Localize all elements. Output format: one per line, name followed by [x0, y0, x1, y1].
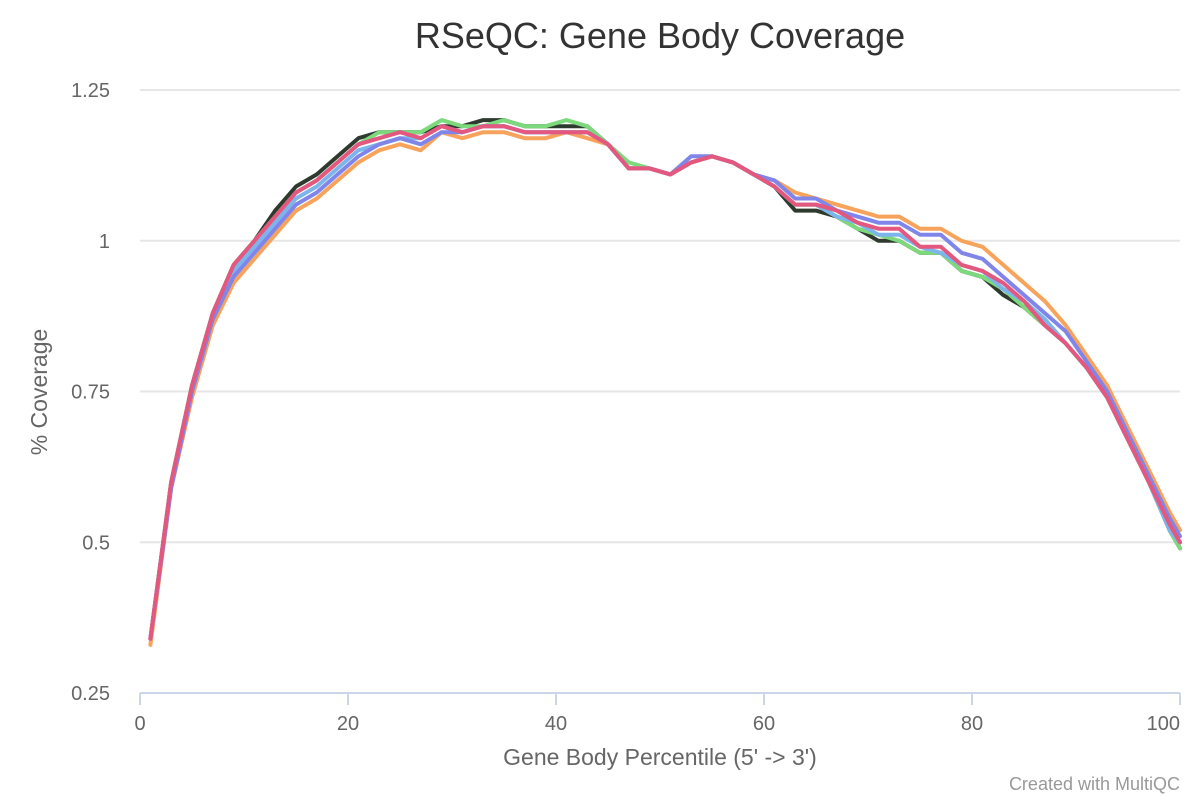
credit-text[interactable]: Created with MultiQC — [1009, 774, 1180, 794]
grid-lines — [140, 89, 1180, 544]
series-line-5[interactable] — [148, 124, 1182, 641]
y-tick-label: 1.25 — [71, 80, 110, 102]
series-line-3[interactable] — [148, 124, 1182, 641]
y-tick-label: 1 — [99, 231, 110, 253]
x-tick-label: 60 — [753, 713, 775, 735]
series-line-4[interactable] — [148, 130, 1182, 647]
chart-title: RSeQC: Gene Body Coverage — [415, 15, 905, 56]
series-line-6[interactable] — [148, 124, 1182, 641]
y-tick-label: 0.5 — [82, 532, 110, 554]
y-tick-label: 0.25 — [71, 683, 110, 705]
x-tick-label: 20 — [337, 713, 359, 735]
x-axis-ticks: 0 20 40 60 80 100 — [134, 693, 1181, 735]
series-lines[interactable] — [148, 118, 1182, 647]
y-axis-label: % Coverage — [26, 329, 52, 456]
x-axis-label: Gene Body Percentile (5' -> 3') — [503, 744, 817, 770]
x-tick-label: 80 — [961, 713, 983, 735]
y-tick-label: 0.75 — [71, 382, 110, 404]
x-tick-label: 40 — [545, 713, 567, 735]
x-tick-label: 0 — [134, 713, 145, 735]
y-axis-ticks: 0.25 0.5 0.75 1 1.25 — [71, 80, 110, 705]
x-tick-label: 100 — [1147, 713, 1180, 735]
